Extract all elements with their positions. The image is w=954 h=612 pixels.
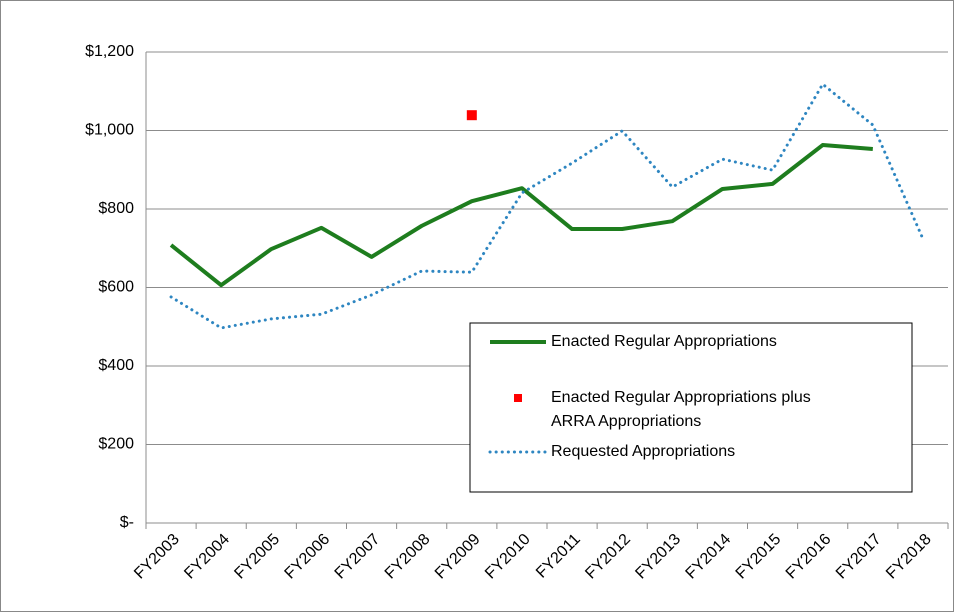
y-tick-label: $1,200 (85, 43, 134, 60)
legend-marker (514, 394, 522, 402)
series-line (169, 143, 873, 288)
y-tick-label: $400 (98, 357, 134, 374)
series-line (169, 82, 925, 330)
y-tick-label: $1,000 (85, 122, 134, 139)
y-tick-label: $200 (98, 436, 134, 453)
legend-label-line: ARRA Appropriations (551, 413, 701, 430)
y-tick-label: $- (120, 514, 134, 531)
y-tick-label: $800 (98, 200, 134, 217)
data-point (466, 110, 477, 121)
legend-label: Enacted Regular Appropriations (551, 333, 777, 350)
legend-label: Requested Appropriations (551, 443, 735, 460)
legend-label: Enacted Regular Appropriations plus ARRA … (551, 389, 811, 430)
legend-box (469, 322, 913, 493)
legend-label-line: Enacted Regular Appropriations plus (551, 389, 811, 406)
y-tick-label: $600 (98, 279, 134, 296)
